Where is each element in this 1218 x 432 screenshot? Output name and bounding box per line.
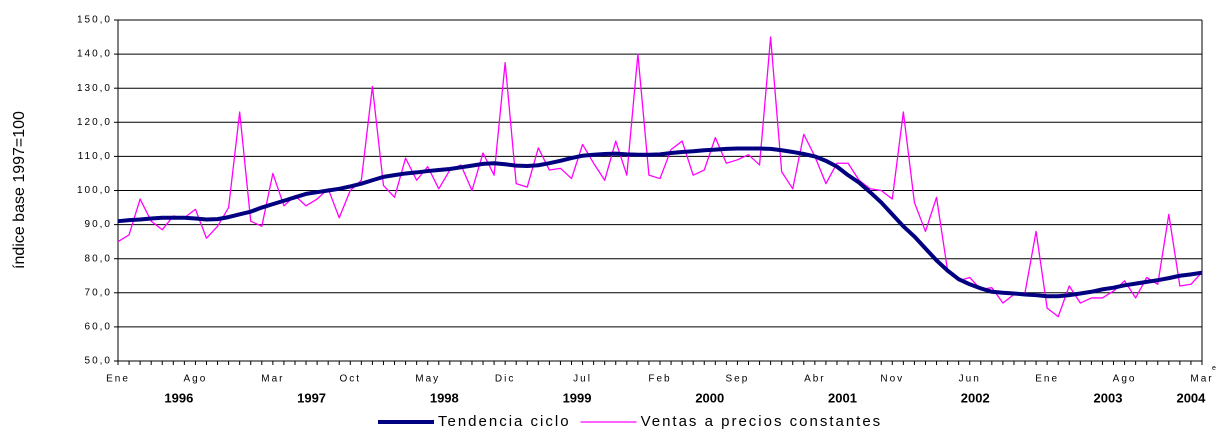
year-label: 2004 — [1176, 390, 1206, 405]
series-line — [117, 36, 1203, 318]
y-tick-label: 140,0 — [77, 49, 112, 60]
year-label: 1999 — [563, 390, 592, 405]
x-tick-label: Feb — [648, 374, 671, 385]
legend-label: Tendencia ciclo — [438, 413, 571, 430]
x-tick-label: Ene — [106, 374, 130, 385]
y-tick-label: 130,0 — [77, 83, 112, 94]
y-tick-label: 150,0 — [77, 15, 112, 26]
x-tick-label: Abr — [804, 374, 826, 385]
year-label: 2000 — [695, 390, 724, 405]
y-tick-label: 110,0 — [78, 151, 112, 162]
x-tick-label: Ago — [184, 374, 208, 385]
x-tick-label: Mar — [1190, 374, 1213, 385]
x-tick-label: Dic — [495, 374, 515, 385]
year-label: 2002 — [961, 390, 990, 405]
x-tick-label: Ago — [1113, 374, 1137, 385]
legend-label: Ventas a precios constantes — [641, 413, 883, 430]
x-tick-label: Ene — [1035, 374, 1059, 385]
y-tick-label: 70,0 — [85, 287, 112, 298]
y-tick-label: 100,0 — [77, 185, 112, 196]
x-tick-label: May — [415, 374, 440, 385]
y-tick-label: 120,0 — [77, 117, 112, 128]
year-label: 1996 — [164, 390, 193, 405]
x-tick-label: Jul — [573, 374, 592, 385]
x-tick-label: Jun — [959, 374, 981, 385]
year-label: 2003 — [1094, 390, 1123, 405]
year-label: 1998 — [430, 390, 459, 405]
y-axis-title: índice base 1997=100 — [11, 111, 28, 269]
x-tick-label: Nov — [880, 374, 904, 385]
x-tick-label: Mar — [261, 374, 284, 385]
year-label: 2001 — [828, 390, 857, 405]
x-tick-label: Sep — [726, 374, 750, 385]
series-line — [117, 146, 1203, 299]
y-tick-label: 90,0 — [85, 219, 112, 230]
x-tick-label: Oct — [340, 374, 362, 385]
year-label: 1997 — [297, 390, 326, 405]
y-tick-label: 60,0 — [85, 322, 112, 333]
y-tick-label: 80,0 — [85, 253, 112, 264]
y-tick-label: 50,0 — [85, 356, 112, 367]
note: e — [1212, 365, 1216, 372]
